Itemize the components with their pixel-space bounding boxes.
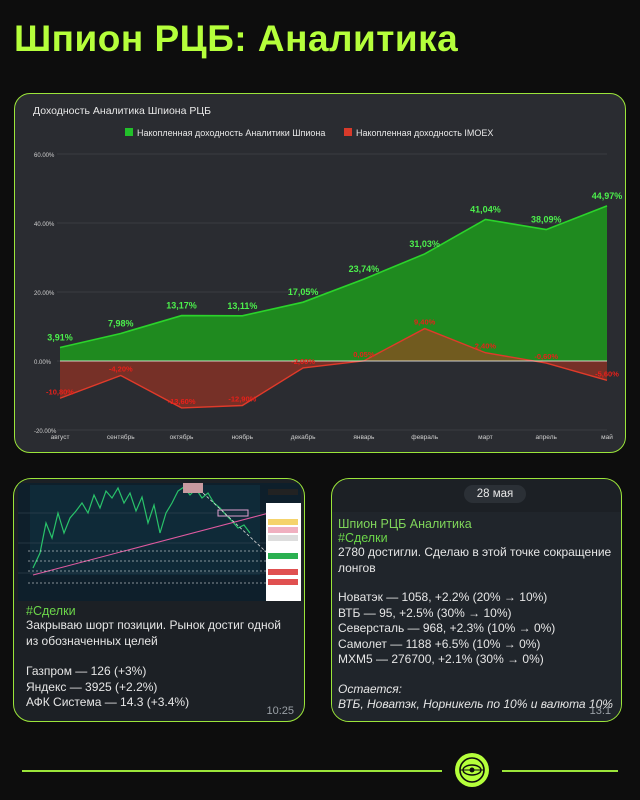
y-tick-label: 0.00% [34, 360, 52, 366]
footer-divider-left [22, 770, 442, 772]
x-tick-label: март [478, 434, 493, 441]
page-title: Шпион РЦБ: Аналитика [14, 18, 459, 59]
data-label-strategy: 23,74% [349, 264, 380, 274]
trade-line: Газпром — 126 (+3%) [26, 664, 147, 678]
trade-line: Новатэк — 1058, +2.2% (20% → 10%) [338, 590, 548, 604]
series-area-imoex [60, 328, 607, 408]
data-label-strategy: 41,04% [470, 204, 501, 214]
data-label-imoex: 0,05% [353, 350, 375, 359]
data-label-imoex: -12,90% [228, 395, 256, 404]
legend-swatch-red [344, 128, 352, 136]
x-tick-label: сентябрь [107, 433, 135, 441]
x-tick-label: декабрь [291, 433, 316, 441]
data-label-strategy: 17,05% [288, 287, 319, 297]
logo-icon [455, 753, 489, 787]
message-card-reduce-longs: 28 мая Шпион РЦБ Аналитика #Сделки 2780 … [331, 478, 622, 722]
message-time: 13:1 [589, 705, 611, 717]
y-tick-label: 40.00% [34, 222, 55, 228]
x-tick-label: октябрь [170, 433, 194, 441]
trade-line: ВТБ — 95, +2.5% (30% → 10%) [338, 605, 512, 620]
x-tick-label: февраль [411, 434, 438, 441]
data-label-imoex: -10,80% [46, 387, 74, 396]
x-tick-label: август [51, 434, 70, 441]
date-badge: 28 мая [464, 485, 526, 503]
legend-label-green: Накопленная доходность Аналитики Шпиона [137, 128, 325, 138]
footer-divider-right [502, 770, 618, 772]
series-line-strategy [59, 205, 608, 349]
message-time: 10:25 [266, 705, 294, 717]
data-label-strategy: 3,91% [47, 333, 73, 343]
data-label-strategy: 31,03% [409, 239, 440, 249]
trading-chart-thumbnail[interactable] [18, 483, 301, 601]
chart-title: Доходность Аналитика Шпиона РЦБ [33, 105, 211, 117]
chart-areas [59, 205, 608, 409]
trade-line: MXM5 — 276700, +2.1% (30% → 0%) [338, 652, 544, 666]
data-label-strategy: 13,17% [166, 301, 197, 311]
message-body: 2780 достигли. Сделаю в этой точке сокра… [338, 545, 612, 575]
sender-name[interactable]: Шпион РЦБ Аналитика [338, 517, 472, 531]
series-area-strategy [60, 205, 607, 361]
chart-legend: Накопленная доходность Аналитики Шпиона … [125, 128, 493, 138]
data-label-imoex: -0,60% [534, 352, 558, 361]
hashtag[interactable]: #Сделки [26, 604, 76, 618]
trade-line: Северсталь — 968, +2.3% (10% → 0%) [338, 621, 556, 635]
data-label-imoex: 2,40% [475, 342, 497, 351]
message-body: Закрываю шорт позиции. Рынок достиг одно… [26, 618, 281, 648]
series-line-imoex [59, 327, 608, 409]
x-tick-label: ноябрь [232, 433, 254, 441]
message-card-short-close: #Сделки Закрываю шорт позиции. Рынок дос… [13, 478, 305, 722]
y-tick-label: 60.00% [34, 153, 55, 159]
data-label-imoex: -4,20% [109, 364, 133, 373]
yield-chart: Доходность Аналитика Шпиона РЦБ Накоплен… [14, 93, 626, 453]
hashtag[interactable]: #Сделки [338, 531, 388, 545]
y-tick-label: 20.00% [34, 291, 55, 297]
data-label-imoex: -13,60% [168, 397, 196, 406]
trade-line: Яндекс — 3925 (+2.2%) [26, 679, 158, 694]
data-label-strategy: 7,98% [108, 318, 134, 328]
x-tick-label: апрель [536, 434, 558, 441]
candlestick-chart-icon [18, 483, 301, 601]
x-tick-label: январь [353, 434, 375, 441]
y-tick-label: -20.00% [34, 429, 57, 435]
data-label-strategy: 38,09% [531, 215, 562, 225]
legend-swatch-green [125, 128, 133, 136]
trade-line: АФК Система — 14.3 (+3.4%) [26, 695, 190, 709]
data-label-imoex: -2,00% [291, 357, 315, 366]
remaining-label: Остается: [338, 681, 403, 696]
remaining-text: ВТБ, Новатэк, Норникель по 10% и валюта … [338, 697, 613, 711]
chart-data-labels: 3,91% 7,98% 13,17% 13,11% 17,05% 23,74% 31,03%… [46, 191, 622, 406]
data-label-imoex: 9,40% [414, 318, 436, 327]
data-label-strategy: 13,11% [227, 301, 257, 311]
trade-line: Самолет — 1188 +6.5% (10% → 0%) [338, 636, 541, 651]
chart-x-axis: август сентябрь октябрь ноябрь декабрь январь… [51, 433, 614, 441]
data-label-strategy: 44,97% [592, 191, 623, 201]
data-label-imoex: -5,60% [595, 369, 619, 378]
x-tick-label: май [601, 433, 613, 441]
legend-label-red: Накопленная доходность IMOEX [356, 128, 493, 138]
yield-chart-svg: Доходность Аналитика Шпиона РЦБ Накоплен… [33, 105, 622, 441]
message-bubble [332, 512, 621, 721]
